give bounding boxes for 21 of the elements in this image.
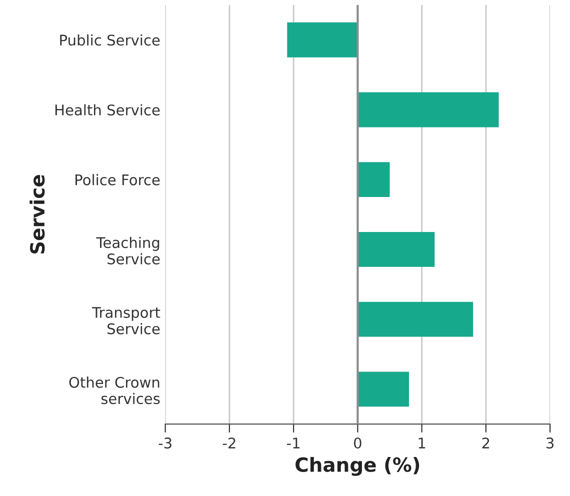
- y-tick-label: Teaching Service: [96, 236, 160, 264]
- y-tick-label: Transport Service: [92, 307, 160, 334]
- x-tick-label: -2: [222, 438, 236, 448]
- x-tick-label: 2: [482, 438, 490, 448]
- bar: [358, 92, 499, 128]
- x-tick-label: 1: [418, 438, 426, 448]
- y-tick-label: Police Force: [76, 174, 160, 186]
- y-tick-label: Other Crown services: [69, 376, 160, 404]
- x-tick-label: 0: [354, 438, 362, 449]
- y-tick-label: Health Service: [55, 104, 160, 116]
- y-tick-label: Public Service: [60, 34, 160, 46]
- x-tick-label: 3: [546, 438, 554, 449]
- x-tick-label: -1: [286, 438, 300, 448]
- bar: [358, 232, 435, 267]
- bar: [358, 372, 409, 407]
- x-tick-label: -3: [158, 438, 172, 449]
- bar: [358, 162, 390, 198]
- bar: [287, 22, 358, 58]
- bar: [358, 302, 474, 337]
- y-axis-title: Service: [30, 175, 45, 254]
- x-axis-title: Change (%): [296, 456, 420, 476]
